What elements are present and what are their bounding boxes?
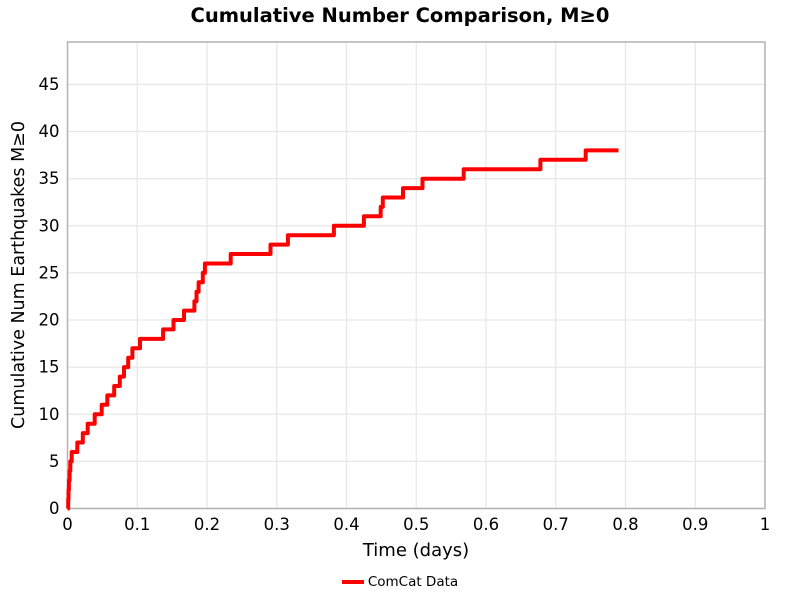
y-tick-label: 30 <box>39 216 60 235</box>
x-tick-label: 0 <box>62 515 73 534</box>
x-tick-label: 0.7 <box>543 515 569 534</box>
legend-label: ComCat Data <box>367 574 459 590</box>
y-tick-label: 5 <box>49 452 60 471</box>
x-tick-label: 0.3 <box>264 515 290 534</box>
y-tick-label: 40 <box>39 122 60 141</box>
y-tick-label: 25 <box>39 263 60 282</box>
y-tick-label: 0 <box>49 499 60 518</box>
x-tick-label: 0.4 <box>333 515 359 534</box>
chart-title: Cumulative Number Comparison, M≥0 <box>190 4 610 27</box>
x-tick-label: 0.6 <box>473 515 499 534</box>
x-tick-label: 0.9 <box>682 515 708 534</box>
x-tick-label: 0.2 <box>194 515 220 534</box>
x-tick-label: 0.8 <box>612 515 638 534</box>
x-tick-label: 0.1 <box>124 515 150 534</box>
y-tick-label: 10 <box>39 405 60 424</box>
series-line-comcat <box>66 148 619 511</box>
y-tick-label: 45 <box>39 75 60 94</box>
legend: ComCat Data <box>0 574 800 590</box>
x-tick-label: 1 <box>760 515 771 534</box>
y-tick-label: 35 <box>39 169 60 188</box>
plot-border <box>66 41 766 510</box>
legend-line-swatch <box>341 580 364 584</box>
x-axis-label: Time (days) <box>362 540 470 561</box>
y-tick-label: 20 <box>39 311 60 330</box>
y-tick-label: 15 <box>39 358 60 377</box>
x-tick-label: 0.5 <box>403 515 429 534</box>
